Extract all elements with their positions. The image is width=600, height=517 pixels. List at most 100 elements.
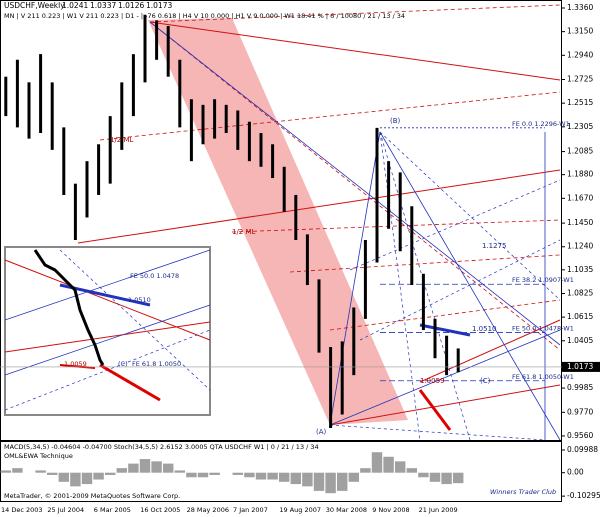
y-tick-label: 1.2725 <box>567 75 593 84</box>
indicator-bar <box>70 472 81 487</box>
x-tick-label: 16 Oct 2005 <box>140 506 180 514</box>
indicator-bar <box>429 472 441 482</box>
y-tick-label: 1.3150 <box>567 27 593 36</box>
inset-label: 1.0059 <box>64 360 87 368</box>
indicator-y-tick-label: 0.00 <box>567 468 584 477</box>
annotation: 1.1275 <box>482 242 507 250</box>
indicator-bar <box>0 470 12 473</box>
indicator-subtitle: OML&EWA Technique <box>4 452 73 460</box>
indicator-bar <box>278 472 290 482</box>
y-tick-label: 1.2515 <box>567 98 593 107</box>
plot-frame <box>0 0 562 441</box>
footer: MetaTrader, © 2001-2009 MetaQuotes Softw… <box>4 492 180 500</box>
inset-label: 1.0510 <box>128 296 151 304</box>
x-tick-label: 28 May 2006 <box>187 506 229 514</box>
indicator-bar <box>290 472 302 485</box>
x-tick-label: 21 Jun 2009 <box>419 506 458 514</box>
watermark: Winners Trader Club <box>490 488 556 496</box>
fe-level-label: FE 50.0 1.0478-W1 <box>512 325 574 333</box>
annotation: 1/2 ML <box>232 228 256 236</box>
fe-level-label: FE 38.2 1.0907-W1 <box>512 276 574 284</box>
indicator-bar <box>406 468 418 473</box>
indicator-bar <box>255 472 267 480</box>
indicator-bar <box>128 463 139 473</box>
x-tick-label: 30 Mar 2008 <box>326 506 367 514</box>
indicator-bar <box>360 468 371 473</box>
indicator-bar <box>93 472 104 480</box>
y-tick-label: 0.9770 <box>567 407 593 416</box>
y-tick-label: 1.2305 <box>567 122 593 131</box>
x-tick-label: 14 Dec 2003 <box>1 506 43 514</box>
indicator-bar <box>302 472 313 487</box>
indicator-bar <box>139 459 151 473</box>
indicator-title: MACD(5,34,5) -0.04604 -0.04700 Stoch(34,… <box>4 443 319 451</box>
indicator-bar <box>371 452 383 473</box>
indicator-bar <box>197 472 209 478</box>
indicator-bar <box>383 456 394 473</box>
indicator-bar <box>35 470 46 473</box>
annotation: (A) <box>316 428 327 436</box>
x-tick-label: 9 Nov 2008 <box>372 506 410 514</box>
indicator-bar <box>12 468 23 473</box>
x-tick-label: 19 Aug 2007 <box>279 506 321 514</box>
x-tick-label: 6 Mar 2005 <box>94 506 131 514</box>
indicator-y-tick-label: -0.10295 <box>567 491 600 500</box>
plot: FE 0.0 1.2296-W1 FE 38.2 1.0907-W1 FE 50.0… <box>4 14 574 436</box>
y-tick-label: 1.2940 <box>567 50 593 59</box>
indicator-bar <box>116 468 128 473</box>
inset-panel <box>4 246 211 416</box>
y-tick-label: 1.3360 <box>567 3 593 12</box>
indicator-bar <box>348 472 360 482</box>
x-tick-label: 25 Jul 2004 <box>47 506 84 514</box>
pitchfork-lines <box>77 4 561 441</box>
y-tick-label: 1.0405 <box>567 336 593 345</box>
annotation: 1.0510 <box>472 325 497 333</box>
x-tick-label: 7 Jan 2007 <box>233 506 268 514</box>
indicator-bar <box>325 472 336 494</box>
inset-label: FE 50.0 1.0478 <box>130 272 179 280</box>
inset-label: FE 61.8 1.0050 <box>132 360 181 368</box>
indicator-bar <box>58 472 70 482</box>
y-tick-label: 1.1035 <box>567 265 593 274</box>
indicator-y-tick-label: 0.09988 <box>567 445 598 454</box>
indicator-bar <box>313 472 325 491</box>
annotation: 1/2 ML <box>110 136 134 144</box>
indicator-frame <box>0 441 562 502</box>
ohlc-open: 1.0241 <box>62 1 88 10</box>
inset-label: (C) <box>118 360 128 368</box>
indicator-bar <box>452 472 464 484</box>
indicator-bar <box>267 472 278 480</box>
indicator-bar <box>81 472 93 485</box>
fe-level-label: FE 61.8 1.0050-W1 <box>512 373 574 381</box>
indicator-bar <box>104 472 116 475</box>
indicator-bar <box>336 472 348 491</box>
indicator-bar <box>394 461 406 473</box>
annotation: (C) <box>480 377 491 385</box>
y-tick-label: 1.2085 <box>567 147 593 156</box>
status-line: MN | V 211 0.223 | W1 V 211 0.223 | D1 -… <box>4 12 405 20</box>
annotation: 1.0059 <box>420 377 445 385</box>
y-tick-label: 1.1240 <box>567 242 593 251</box>
indicator-bar <box>186 472 197 478</box>
indicator-bar <box>232 472 244 475</box>
indicator-bar <box>174 470 186 473</box>
indicator-bar <box>151 461 162 473</box>
indicator-bar <box>418 472 429 478</box>
ohlc-high: 1.0337 <box>90 1 116 10</box>
y-tick-label: 1.1450 <box>567 218 593 227</box>
y-tick-label: 0.9985 <box>567 383 593 392</box>
y-tick-label: 1.0825 <box>567 288 593 297</box>
indicator-bar <box>244 472 255 478</box>
y-tick-label: 1.1670 <box>567 193 593 202</box>
indicator-bar <box>209 472 220 475</box>
fe-level-label: FE 0.0 1.2296-W1 <box>512 120 570 128</box>
annotation: (B) <box>390 117 401 125</box>
ohlc-close: 1.0173 <box>146 1 172 10</box>
indicator-bar <box>441 472 452 485</box>
y-tick-label: 1.0615 <box>567 312 593 321</box>
y-tick-label: 0.9560 <box>567 431 593 440</box>
last-price-box <box>562 361 600 372</box>
indicator-bar <box>162 463 174 473</box>
chart-title: USDCHF,Weekly <box>4 1 65 10</box>
